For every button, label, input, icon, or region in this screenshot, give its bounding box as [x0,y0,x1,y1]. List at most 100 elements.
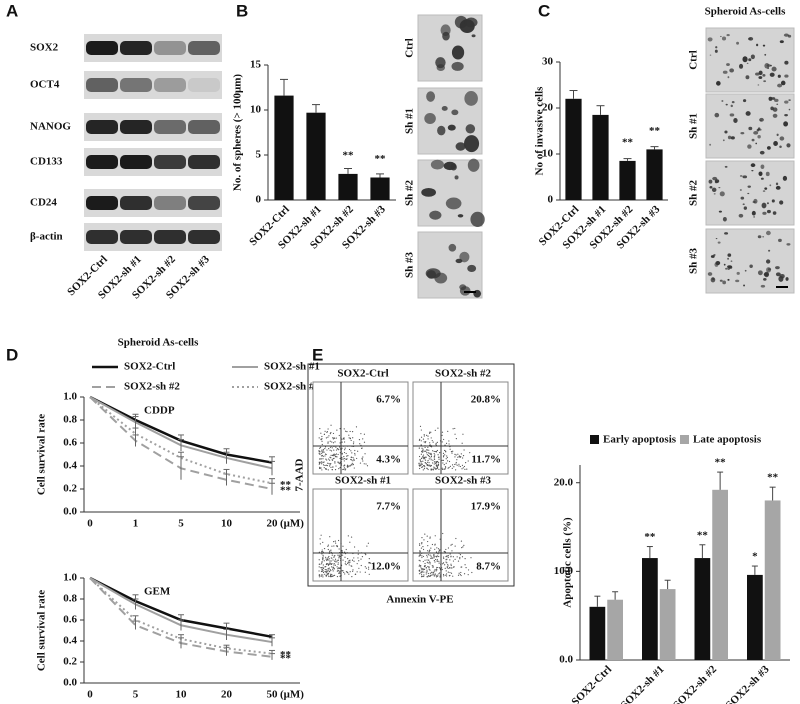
legend-label: SOX2-sh #3 [264,381,320,393]
flow-dot [355,573,357,575]
flow-dot [348,465,350,467]
flow-dot [356,571,358,573]
panel-label: D [6,345,18,364]
cell [771,97,776,100]
flow-dot [444,574,446,576]
blot-band [188,155,220,169]
x-unit: (μM) [280,518,304,530]
flow-dot [323,547,326,550]
cell [709,185,713,189]
cell [756,128,760,132]
flow-dot [332,458,334,460]
flow-dot [344,563,346,565]
flow-dot [319,538,321,540]
flow-dot [419,569,421,571]
image-title: Spheroid As-cells [705,6,787,18]
x-tick-label: 10 [221,518,233,530]
flow-dot [352,463,355,465]
cell [724,165,728,168]
cell [778,238,782,243]
flow-dot [338,557,340,559]
flow-dot [353,557,355,559]
flow-dot [457,456,459,458]
flow-dot [434,454,436,456]
annotation: GEM [144,586,171,598]
flow-dot [367,568,370,570]
flow-dot [437,461,440,463]
bar [764,500,781,660]
flow-dot [429,464,431,466]
flow-dot [323,461,325,463]
flow-dot [436,441,438,443]
flow-dot [349,541,351,543]
flow-dot [321,435,323,438]
flow-dot [460,540,463,542]
cell [761,202,767,209]
flow-dot [421,571,423,573]
flow-dot [332,575,335,577]
flow-dot [325,458,327,460]
flow-dot [318,449,320,452]
cell [753,216,755,218]
flow-dot [451,550,453,552]
flow-dot [445,556,447,558]
flow-dot [429,563,431,565]
cell [722,70,728,74]
flow-dot [332,438,334,440]
cell [451,45,465,60]
flow-dot [427,454,430,457]
cell [760,177,764,180]
flow-dot [347,455,349,457]
flow-dot [341,447,343,449]
flow-dot [320,534,322,536]
bar [646,149,663,200]
flow-dot [438,550,440,552]
flow-dot [356,457,358,460]
flow-dot [443,550,445,553]
flow-dot [428,566,430,568]
cell [776,103,779,105]
flow-dot [324,430,326,432]
flow-dot [442,562,445,564]
flow-dot [465,461,467,464]
flow-dot [343,571,345,574]
flow-dot [424,533,426,535]
flow-dot [321,549,323,551]
flow-dot [336,560,338,562]
cell [733,118,738,124]
flow-dot [348,560,350,562]
flow-dot [461,464,464,466]
cell [759,119,762,122]
flow-dot [443,464,445,466]
flow-dot [436,460,439,463]
flow-dot [332,442,335,444]
y-tick-label: 10 [250,104,262,116]
flow-dot [339,428,341,430]
flow-dot [345,468,347,470]
flow-dot [422,454,425,456]
flow-dot [329,570,331,572]
flow-dot [334,469,337,471]
flow-dot [334,461,336,463]
legend-label: SOX2-Ctrl [124,361,175,373]
flow-dot [426,571,428,573]
y-tick-label: 0.6 [63,614,77,626]
cell [725,267,728,270]
significance: ** [715,457,727,469]
flow-dot [424,466,426,468]
blot-band [120,230,152,244]
flow-dot [447,547,450,549]
bar [747,574,763,660]
flow-dot [455,438,457,440]
cell [729,113,735,117]
flow-dot [455,461,457,464]
quadrant-value: 17.9% [471,501,501,513]
flow-dot [461,547,463,549]
flow-dot [445,573,448,575]
flow-dot [436,555,439,557]
flow-dot [326,563,328,565]
legend-swatch [680,435,689,444]
quadrant-value: 6.7% [376,394,401,406]
cell [749,264,753,268]
significance: ** [375,153,387,165]
